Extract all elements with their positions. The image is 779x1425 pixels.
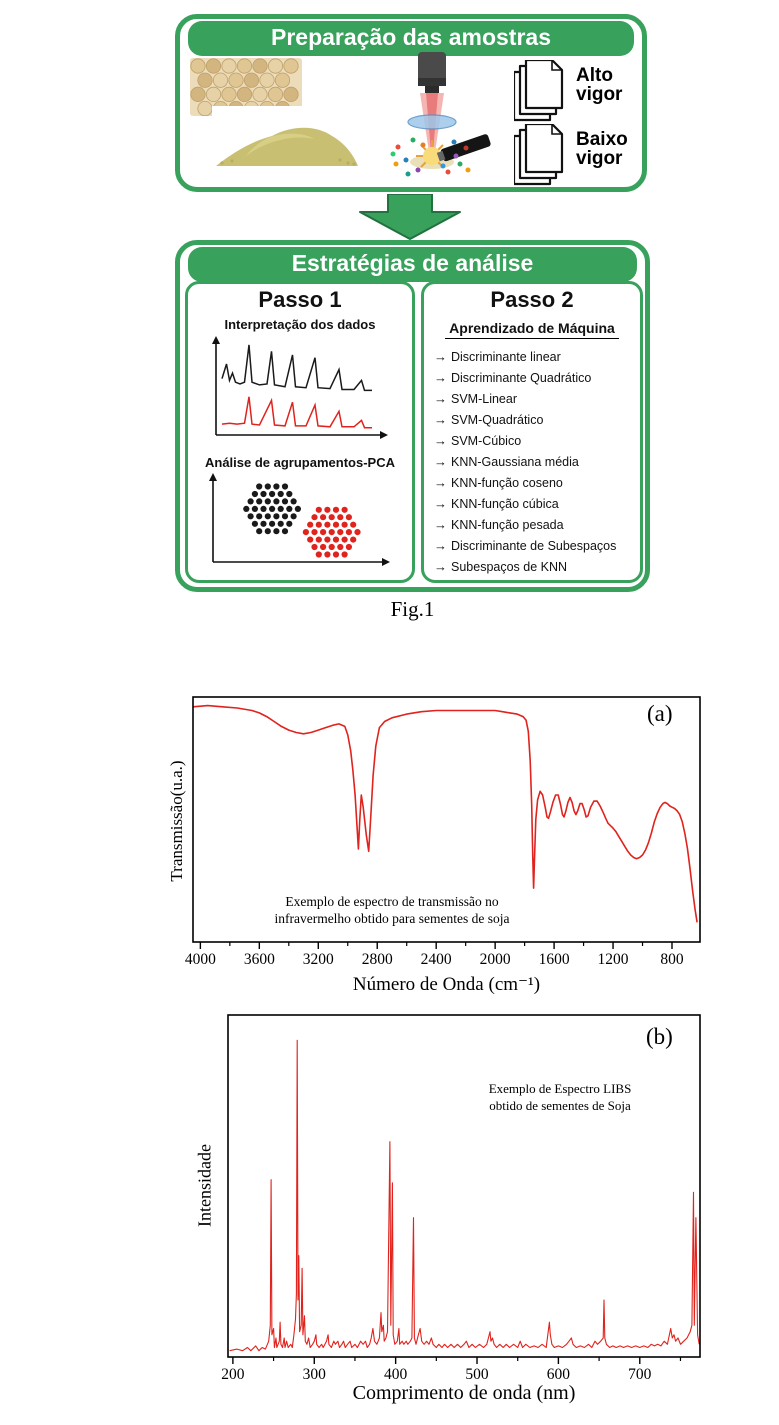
prep-title: Preparação das amostras xyxy=(188,21,634,56)
chart-b-panel-label: (b) xyxy=(646,1024,673,1049)
chart-a-annotation: Exemplo de espectro de transmissão no in… xyxy=(274,894,510,926)
pca-scatter-plot xyxy=(209,473,390,566)
branch-arrow-icon: → xyxy=(434,538,447,553)
branch-arrow-icon: → xyxy=(434,475,447,490)
doc-stack-alto-icon xyxy=(514,60,564,122)
x-tick-label: 500 xyxy=(465,1366,489,1383)
branch-arrow-icon: → xyxy=(434,454,447,469)
ml-method-label: SVM-Cúbico xyxy=(451,433,522,448)
doc-label-baixo: Baixo vigor xyxy=(576,129,628,169)
ml-method-item: → Subespaços de KNN xyxy=(434,556,636,577)
chart-a: Transmissão(u.a.) (a) Exemplo de espectr… xyxy=(150,690,720,1002)
x-tick-label: 4000 xyxy=(185,951,216,968)
x-tick-label: 600 xyxy=(547,1366,571,1383)
x-tick-label: 2400 xyxy=(421,951,452,968)
laser-ablation-image xyxy=(390,52,491,177)
ml-method-label: Discriminante Quadrático xyxy=(451,370,592,385)
ml-method-item: → SVM-Linear xyxy=(434,388,636,409)
branch-arrow-icon: → xyxy=(434,433,447,448)
ml-methods-list: → Discriminante linear → Discriminante Quad… xyxy=(434,346,636,577)
passo1-title: Passo 1 xyxy=(258,287,342,312)
x-tick-label: 400 xyxy=(384,1366,408,1383)
chart-a-panel-label: (a) xyxy=(647,701,673,726)
pca-cluster xyxy=(302,506,361,558)
chart-a-xlabel: Número de Onda (cm⁻¹) xyxy=(352,974,541,995)
pca-cluster xyxy=(243,483,301,535)
ml-method-item: → KNN-função cúbica xyxy=(434,493,636,514)
ml-method-label: KNN-função coseno xyxy=(451,475,563,490)
branch-arrow-icon: → xyxy=(434,517,447,532)
black-spectrum-line xyxy=(221,344,372,392)
doc-label-alto: Alto vigor xyxy=(576,65,623,105)
branch-arrow-icon: → xyxy=(434,496,447,511)
branch-arrow-icon: → xyxy=(434,412,447,427)
branch-arrow-icon: → xyxy=(434,559,447,574)
ml-method-label: KNN-função cúbica xyxy=(451,496,559,511)
x-tick-label: 800 xyxy=(660,951,684,968)
spectrum-line xyxy=(229,1039,700,1352)
x-tick-label: 3600 xyxy=(244,951,275,968)
x-tick-label: 3200 xyxy=(303,951,334,968)
ml-method-label: KNN-função pesada xyxy=(451,517,564,532)
branch-arrow-icon: → xyxy=(434,349,447,364)
ml-method-label: Discriminante linear xyxy=(451,349,561,364)
ml-method-item: → KNN-função coseno xyxy=(434,472,636,493)
chart-b-xlabel: Comprimento de onda (nm) xyxy=(352,1382,576,1404)
x-tick-label: 700 xyxy=(628,1366,652,1383)
doc-stack-baixo-icon xyxy=(514,124,564,186)
ml-heading: Aprendizado de Máquina xyxy=(445,320,619,339)
passo2-box: Passo 2 Aprendizado de Máquina → Discrimi… xyxy=(421,281,643,583)
down-arrow-icon xyxy=(359,194,461,240)
ml-method-item: → KNN-função pesada xyxy=(434,514,636,535)
x-tick-label: 300 xyxy=(303,1366,327,1383)
passo1-subtitle-spectra: Interpretação dos dados xyxy=(224,317,376,332)
chart-b: Intensidade (b) Exemplo de Espectro LIBS… xyxy=(185,1008,755,1408)
ml-method-label: SVM-Quadrático xyxy=(451,412,544,427)
ml-method-label: KNN-Gaussiana média xyxy=(451,454,579,469)
passo1-subtitle-pca: Análise de agrupamentos-PCA xyxy=(205,455,395,470)
red-spectrum-line xyxy=(221,396,372,429)
ml-method-item: → SVM-Quadrático xyxy=(434,409,636,430)
x-tick-label: 2000 xyxy=(480,951,511,968)
ml-method-label: SVM-Linear xyxy=(451,391,517,406)
chart-b-annotation: Exemplo de Espectro LIBS obtido de semen… xyxy=(488,1081,632,1113)
passo2-title: Passo 2 xyxy=(490,287,574,312)
fig1-caption: Fig.1 xyxy=(390,597,435,621)
spectrum-line xyxy=(192,704,698,923)
ftir-transmission-svg: 4000 3600 3200 2800 2400 2000 1600 1200 800 xyxy=(185,696,701,968)
x-tick-label: 200 xyxy=(221,1366,245,1383)
figure1-prep-box: Preparação das amostras Alto vigor Baixo… xyxy=(175,14,647,192)
soybean-powder-image xyxy=(212,106,360,168)
branch-arrow-icon: → xyxy=(434,391,447,406)
x-tick-label: 1200 xyxy=(598,951,629,968)
spectra-plot xyxy=(212,336,388,439)
soybean-seeds-image xyxy=(190,58,302,116)
libs-spectrum-svg: 200 300 400 500 600 700 xyxy=(221,1014,701,1383)
figure1-analysis-box: Estratégias de análise Passo 1 Interpret… xyxy=(175,240,650,592)
ml-method-item: → Discriminante Quadrático xyxy=(434,367,636,388)
x-tick-label: 2800 xyxy=(362,951,393,968)
ml-method-item: → SVM-Cúbico xyxy=(434,430,636,451)
branch-arrow-icon: → xyxy=(434,370,447,385)
ml-method-item: → Discriminante de Subespaços xyxy=(434,535,636,556)
analysis-title: Estratégias de análise xyxy=(188,247,637,282)
ml-method-item: → Discriminante linear xyxy=(434,346,636,367)
ml-method-label: Subespaços de KNN xyxy=(451,559,568,574)
x-tick-label: 1600 xyxy=(539,951,570,968)
ml-method-item: → KNN-Gaussiana média xyxy=(434,451,636,472)
ml-method-label: Discriminante de Subespaços xyxy=(451,538,617,553)
passo1-box: Passo 1 Interpretação dos dados Análise … xyxy=(185,281,415,583)
